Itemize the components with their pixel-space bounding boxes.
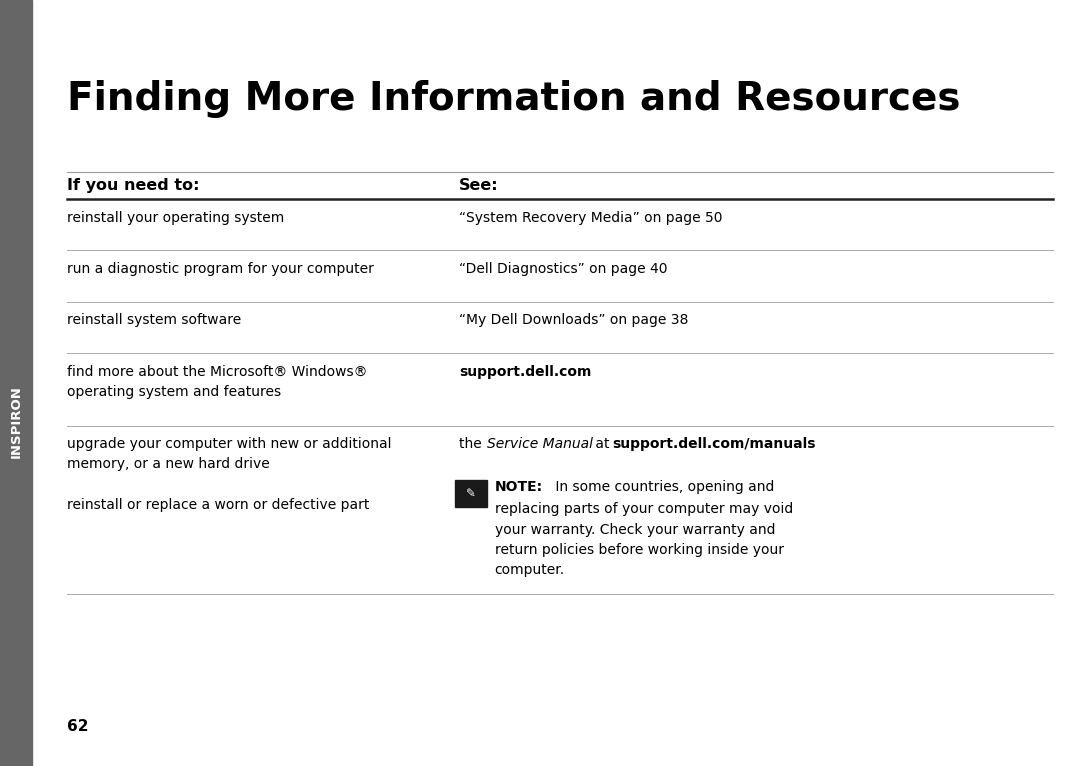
Text: See:: See: bbox=[459, 178, 499, 193]
Text: NOTE:: NOTE: bbox=[495, 480, 543, 493]
Text: If you need to:: If you need to: bbox=[67, 178, 200, 193]
Text: run a diagnostic program for your computer: run a diagnostic program for your comput… bbox=[67, 262, 374, 276]
Text: reinstall your operating system: reinstall your operating system bbox=[67, 211, 284, 224]
Text: find more about the Microsoft® Windows®
operating system and features: find more about the Microsoft® Windows® … bbox=[67, 365, 367, 398]
Text: “System Recovery Media” on page 50: “System Recovery Media” on page 50 bbox=[459, 211, 723, 224]
Text: the: the bbox=[459, 437, 486, 451]
Text: INSPIRON: INSPIRON bbox=[10, 385, 23, 458]
FancyBboxPatch shape bbox=[455, 480, 487, 507]
Text: “Dell Diagnostics” on page 40: “Dell Diagnostics” on page 40 bbox=[459, 262, 667, 276]
Bar bbox=[0, 0, 32, 766]
Text: “My Dell Downloads” on page 38: “My Dell Downloads” on page 38 bbox=[459, 313, 688, 327]
Text: Finding More Information and Resources: Finding More Information and Resources bbox=[67, 80, 960, 119]
Text: upgrade your computer with new or additional
memory, or a new hard drive

reinst: upgrade your computer with new or additi… bbox=[67, 437, 391, 512]
Text: support.dell.com: support.dell.com bbox=[459, 365, 592, 378]
Text: replacing parts of your computer may void
your warranty. Check your warranty and: replacing parts of your computer may voi… bbox=[495, 502, 793, 577]
Text: In some countries, opening and: In some countries, opening and bbox=[551, 480, 774, 493]
Text: ✎: ✎ bbox=[465, 487, 476, 500]
Text: Service Manual: Service Manual bbox=[487, 437, 593, 451]
Text: reinstall system software: reinstall system software bbox=[67, 313, 241, 327]
Text: support.dell.com/manuals: support.dell.com/manuals bbox=[612, 437, 815, 451]
Text: 62: 62 bbox=[67, 719, 89, 734]
Text: at: at bbox=[591, 437, 613, 451]
